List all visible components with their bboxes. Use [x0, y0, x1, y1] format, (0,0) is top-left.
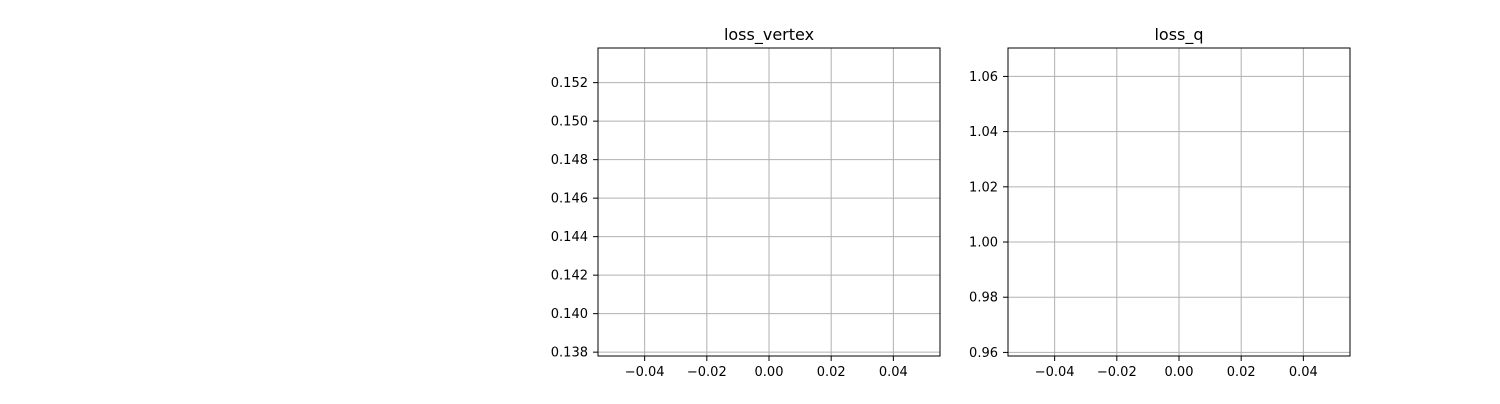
y-tick-label: 1.06	[969, 70, 998, 85]
x-tick-label: −0.04	[1035, 365, 1075, 380]
x-tick-label: −0.02	[1097, 365, 1137, 380]
x-tick-label: 0.04	[879, 365, 908, 380]
y-tick-label: 0.96	[969, 346, 998, 361]
x-tick-label: −0.02	[687, 365, 727, 380]
y-tick-label: 1.04	[969, 125, 998, 140]
x-tick-label: 0.00	[1165, 365, 1194, 380]
y-tick-label: 1.00	[969, 236, 998, 251]
chart-title: loss_q	[1154, 25, 1203, 45]
subplot-loss-q: loss_q −0.04 −0.02 0.00 0.02 0.04 0.96 0.98 1.0…	[969, 25, 1351, 380]
y-tick-label: 0.144	[551, 230, 588, 245]
x-tick-label: 0.04	[1289, 365, 1318, 380]
x-tick-label: 0.00	[755, 365, 784, 380]
y-tick-label: 0.140	[551, 307, 588, 322]
y-tick-label: 0.98	[969, 291, 998, 306]
y-tick-label: 0.148	[551, 153, 588, 168]
x-tick-label: 0.02	[817, 365, 846, 380]
x-tick-label: −0.04	[625, 365, 665, 380]
y-tick-label: 0.138	[551, 346, 588, 361]
y-tick-label: 0.152	[551, 76, 588, 91]
subplot-loss-vertex: loss_vertex −0.04 −0.02 0.00 0.02 0.04 0.138 0…	[551, 25, 941, 380]
y-tick-label: 0.150	[551, 115, 588, 130]
y-tick-label: 0.142	[551, 269, 588, 284]
y-tick-label: 0.146	[551, 192, 588, 207]
chart-title: loss_vertex	[724, 25, 814, 45]
plot-area: −0.04 −0.02 0.00 0.02 0.04 0.138 0.140 0.142 0.1…	[551, 47, 941, 380]
y-tick-label: 1.02	[969, 180, 998, 195]
plot-area: −0.04 −0.02 0.00 0.02 0.04 0.96 0.98 1.00 1.02 1.…	[969, 47, 1351, 380]
x-tick-label: 0.02	[1227, 365, 1256, 380]
